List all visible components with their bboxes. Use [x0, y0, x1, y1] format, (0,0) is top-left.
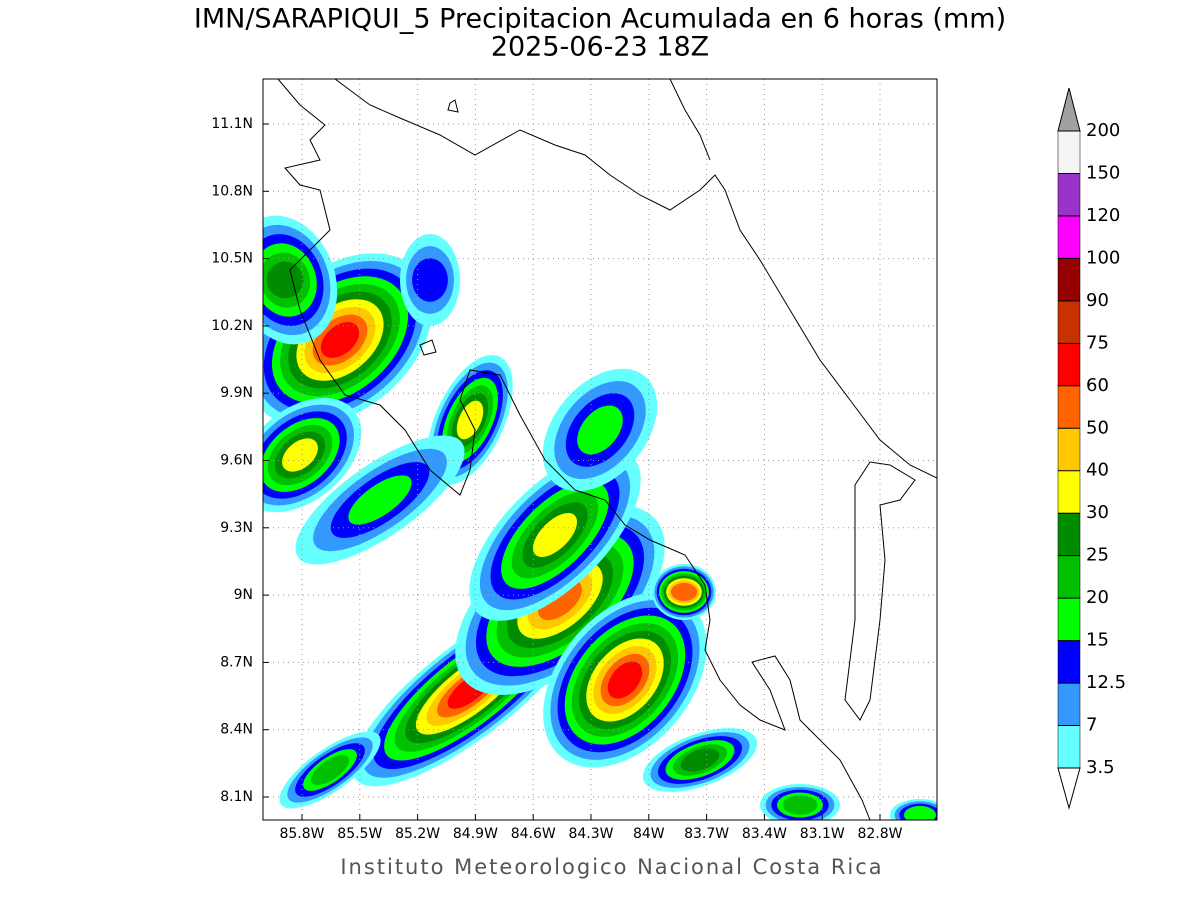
lake — [419, 99, 459, 356]
colorbar-label: 120 — [1086, 205, 1120, 226]
colorbar-segment — [1057, 343, 1081, 387]
rain-contour — [310, 754, 350, 786]
colorbar-label: 3.5 — [1086, 757, 1115, 778]
y-tick-label: 8.7N — [220, 654, 253, 670]
y-tick-label: 10.8N — [211, 183, 253, 199]
colorbar-label: 15 — [1086, 630, 1109, 651]
colorbar-label: 75 — [1086, 332, 1109, 353]
rain-contour — [577, 405, 623, 455]
colorbar-segment — [1057, 725, 1081, 769]
x-tick-label: 83.4W — [742, 826, 787, 842]
precipitation-field — [263, 215, 937, 820]
x-tick-label: 85.2W — [395, 826, 440, 842]
rain-contour — [903, 805, 937, 820]
y-tick-label: 10.5N — [211, 251, 253, 267]
y-tick-label: 9N — [234, 587, 253, 603]
colorbar-label: 20 — [1086, 587, 1109, 608]
x-tick-label: 85.5W — [337, 826, 382, 842]
colorbar-segment — [1057, 428, 1081, 471]
y-tick-label: 8.4N — [220, 722, 253, 738]
rain-contour — [670, 582, 698, 602]
title: IMN/SARAPIQUI_5 Precipitacion Acumulada … — [194, 4, 1006, 35]
rain-contour — [537, 579, 583, 621]
coastline — [669, 79, 711, 161]
colorbar-segment — [1057, 640, 1081, 684]
rain-contour — [782, 795, 818, 815]
x-tick-label: 84.6W — [511, 826, 556, 842]
rain-contour — [266, 261, 304, 299]
colorbar-label: 40 — [1086, 460, 1109, 481]
y-tick-label: 9.6N — [220, 453, 253, 469]
y-tick-label: 11.1N — [211, 116, 253, 132]
x-tick-label: 85.8W — [279, 826, 324, 842]
colorbar: 3.5 7 12.5 15 20 25 30 40 50 60 75 90 100 120 150 200 — [1057, 87, 1126, 810]
x-tick-label: 83.1W — [800, 826, 845, 842]
colorbar-label: 60 — [1086, 375, 1109, 396]
colorbar-segment — [1057, 300, 1081, 344]
rain-contour — [680, 748, 720, 772]
colorbar-segment — [1057, 682, 1081, 726]
y-tick-label: 9.9N — [220, 385, 253, 401]
border — [844, 461, 916, 721]
colorbar-label: 30 — [1086, 502, 1109, 523]
colorbar-label: 12.5 — [1086, 672, 1126, 693]
rain-contour — [348, 475, 412, 525]
colorbar-label: 25 — [1086, 545, 1109, 566]
y-tick-label: 10.2N — [211, 318, 253, 334]
colorbar-segment — [1057, 215, 1081, 259]
credit: Instituto Meteorologico Nacional Costa R… — [340, 855, 883, 879]
colorbar-segment — [1057, 470, 1081, 514]
colorbar-label: 150 — [1086, 162, 1120, 183]
colorbar-segment — [1057, 555, 1081, 599]
colorbar-label: 100 — [1086, 247, 1120, 268]
x-tick-label: 83.7W — [684, 826, 729, 842]
rain-contour — [412, 258, 448, 302]
colorbar-segment — [1057, 385, 1081, 429]
subtitle: 2025-06-23 18Z — [491, 32, 709, 63]
x-tick-label: 84.3W — [568, 826, 613, 842]
y-tick-label: 8.1N — [220, 789, 253, 805]
coastlines — [277, 79, 937, 820]
colorbar-label: 50 — [1086, 417, 1109, 438]
colorbar-segment — [1057, 512, 1081, 556]
coastline — [334, 79, 937, 479]
x-tick-label: 84.9W — [453, 826, 498, 842]
coastline — [277, 79, 871, 820]
colorbar-segment — [1057, 173, 1081, 217]
colorbar-segment — [1057, 597, 1081, 641]
x-tick-label: 84W — [633, 826, 665, 842]
colorbar-label: 90 — [1086, 290, 1109, 311]
rain-contour — [320, 322, 360, 358]
colorbar-over — [1057, 87, 1081, 132]
rain-contour — [532, 512, 578, 558]
colorbar-label: 7 — [1086, 715, 1097, 736]
colorbar-label: 200 — [1086, 120, 1120, 141]
map-frame — [262, 78, 938, 821]
x-tick-label: 82.8W — [857, 826, 902, 842]
rain-contour — [282, 438, 318, 472]
colorbar-segment — [1057, 258, 1081, 302]
colorbar-segment — [1057, 130, 1081, 174]
y-tick-label: 9.3N — [220, 520, 253, 536]
rain-contour — [607, 661, 643, 699]
colorbar-under — [1057, 767, 1081, 810]
